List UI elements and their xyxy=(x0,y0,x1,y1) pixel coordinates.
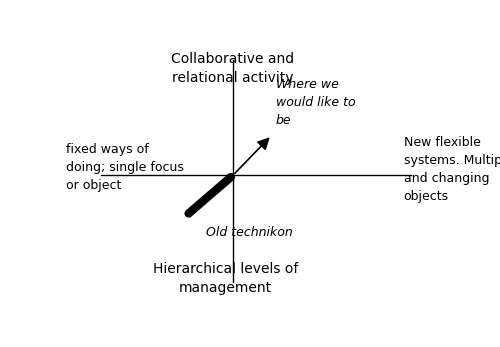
Text: fixed ways of
doing; single focus
or object: fixed ways of doing; single focus or obj… xyxy=(66,143,184,192)
Text: Where we
would like to
be: Where we would like to be xyxy=(276,78,355,127)
Text: Old technikon: Old technikon xyxy=(206,226,292,239)
Text: New flexible
systems. Multiple
and changing
objects: New flexible systems. Multiple and chang… xyxy=(404,136,500,203)
Text: Collaborative and
relational activity: Collaborative and relational activity xyxy=(172,52,294,85)
Text: Hierarchical levels of
management: Hierarchical levels of management xyxy=(152,262,298,296)
